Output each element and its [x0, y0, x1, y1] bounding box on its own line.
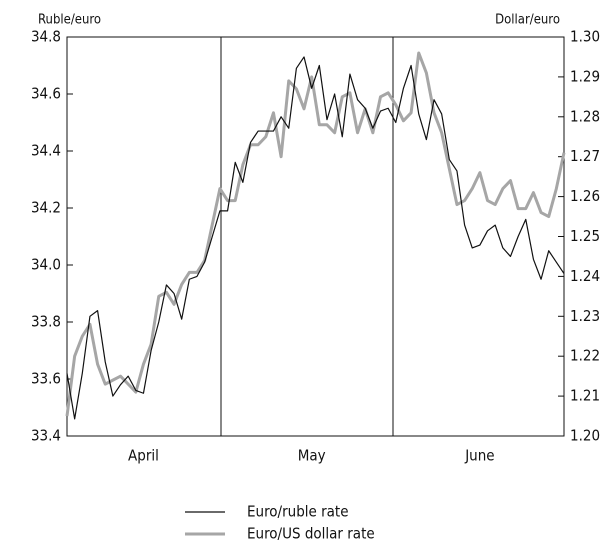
- x-tick-label: May: [298, 447, 326, 465]
- y-tick-label: 33.4: [31, 427, 61, 445]
- y2-tick-label: 1.28: [570, 107, 600, 125]
- legend-label: Euro/US dollar rate: [247, 525, 375, 543]
- x-tick-label: June: [464, 447, 494, 465]
- y-tick-label: 33.8: [31, 313, 61, 331]
- y2-tick-label: 1.25: [570, 227, 600, 245]
- legend-label: Euro/ruble rate: [247, 503, 349, 521]
- y-tick-label: 34.0: [31, 256, 61, 274]
- y2-tick-label: 1.30: [570, 28, 600, 46]
- y2-tick-label: 1.29: [570, 67, 600, 85]
- y2-tick-label: 1.26: [570, 187, 600, 205]
- x-tick-label: April: [128, 447, 159, 465]
- y-tick-label: 34.4: [31, 142, 61, 160]
- y-axis-title: Ruble/euro: [38, 13, 101, 28]
- data-line: [66, 56, 565, 420]
- y2-tick-label: 1.22: [570, 347, 600, 365]
- y2-tick-label: 1.24: [570, 267, 600, 285]
- y2-tick-label: 1.27: [570, 147, 600, 165]
- y-tick-label: 34.8: [31, 28, 61, 46]
- y2-axis-title: Dollar/euro: [495, 13, 560, 28]
- y-tick-label: 34.6: [31, 85, 61, 103]
- y2-tick-label: 1.23: [570, 307, 600, 325]
- y-tick-label: 34.2: [31, 199, 61, 217]
- y2-tick-label: 1.21: [570, 387, 600, 405]
- y2-tick-label: 1.20: [570, 427, 600, 445]
- y-tick-label: 33.6: [31, 370, 61, 388]
- data-line: [65, 51, 566, 417]
